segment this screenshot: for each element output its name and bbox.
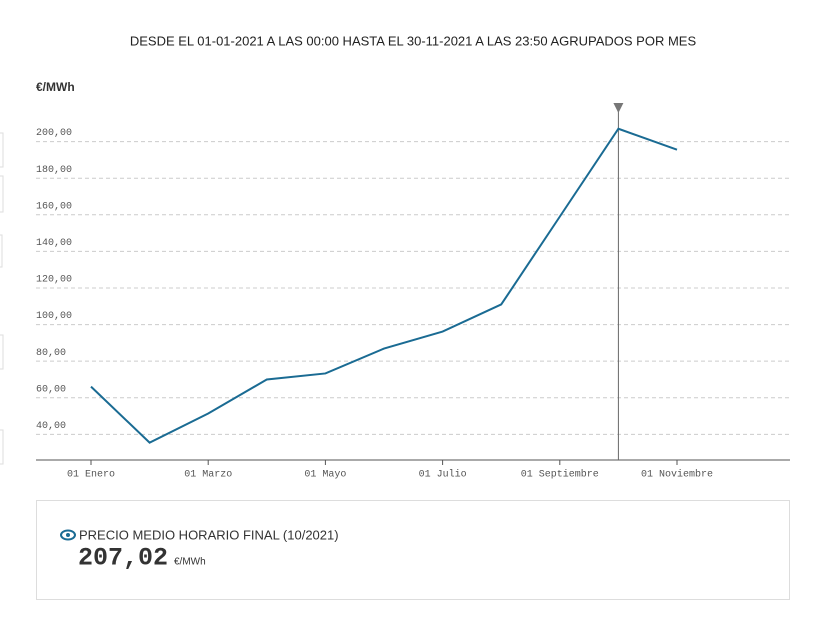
line-series [90, 127, 678, 444]
x-tick-label: 01 Septiembre [521, 469, 599, 481]
info-box [36, 500, 790, 600]
info-value: 207,02 [78, 544, 168, 573]
chart-title: DESDE EL 01-01-2021 A LAS 00:00 HASTA EL… [130, 33, 697, 48]
y-tick-label: 140,00 [36, 238, 72, 249]
side-panel-edge [0, 334, 4, 370]
y-tick-label: 100,00 [36, 311, 72, 322]
y-tick-label: 160,00 [36, 201, 72, 212]
y-tick-label: 80,00 [36, 348, 66, 359]
side-panel-edge [0, 429, 4, 465]
side-panel-edge [0, 175, 4, 213]
side-panel-edge [0, 132, 4, 168]
x-tick-label: 01 Julio [419, 469, 467, 481]
y-tick-label: 200,00 [36, 128, 72, 139]
info-label: PRECIO MEDIO HORARIO FINAL (10/2021) [79, 527, 339, 542]
x-tick-label: 01 Marzo [184, 470, 232, 481]
y-tick-label: 40,00 [36, 421, 66, 432]
highlight-marker [613, 103, 624, 113]
eye-icon [60, 529, 76, 541]
x-tick-label: 01 Enero [67, 470, 115, 481]
x-tick-label: 01 Mayo [304, 470, 346, 481]
side-panel-edge [0, 234, 3, 268]
y-tick-label: 180,00 [36, 165, 72, 176]
info-unit: €/MWh [174, 557, 206, 568]
y-axis-label: €/MWh [36, 80, 75, 94]
y-tick-label: 120,00 [36, 275, 72, 286]
x-tick-label: 01 Noviembre [641, 469, 713, 481]
y-tick-label: 60,00 [36, 384, 66, 395]
